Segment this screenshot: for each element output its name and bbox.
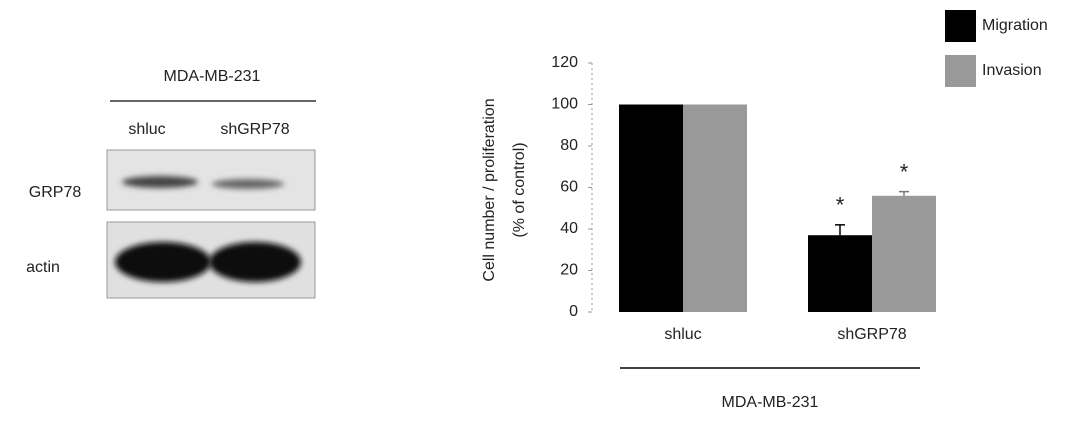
bar: [683, 105, 747, 313]
bar: [872, 196, 936, 312]
y-tick-label: 0: [569, 303, 578, 320]
row-label: GRP78: [29, 184, 82, 201]
bar: [808, 235, 872, 312]
y-tick-label: 40: [560, 220, 578, 237]
bar: [619, 105, 683, 313]
page: MDA-MB-231 shluc shGRP78 GRP78 actin Cel…: [0, 0, 1084, 421]
y-tick-label: 100: [551, 96, 578, 113]
significance-mark: *: [836, 193, 845, 218]
x-axis-label: MDA-MB-231: [722, 394, 819, 411]
blot-band: [115, 242, 211, 282]
legend-label: Invasion: [982, 62, 1042, 79]
lane-label: shluc: [128, 121, 165, 138]
row-label: actin: [26, 259, 60, 276]
x-tick-label: shluc: [664, 326, 701, 343]
legend-swatch: [945, 55, 976, 87]
y-tick-label: 120: [551, 54, 578, 71]
blot-band: [122, 176, 198, 188]
blot-band: [212, 179, 284, 189]
figure: MDA-MB-231 shluc shGRP78 GRP78 actin Cel…: [0, 0, 1084, 416]
legend-label: Migration: [982, 17, 1048, 34]
y-tick-label: 60: [560, 179, 578, 196]
y-axis-label: (% of control): [511, 142, 528, 237]
y-axis-label: Cell number / proliferation: [481, 98, 498, 281]
y-tick-label: 80: [560, 137, 578, 154]
significance-mark: *: [900, 159, 909, 184]
blot-band: [209, 242, 301, 282]
y-tick-label: 20: [560, 262, 578, 279]
blot-title: MDA-MB-231: [164, 68, 261, 85]
legend-swatch: [945, 10, 976, 42]
lane-label: shGRP78: [220, 121, 289, 138]
x-tick-label: shGRP78: [837, 326, 906, 343]
